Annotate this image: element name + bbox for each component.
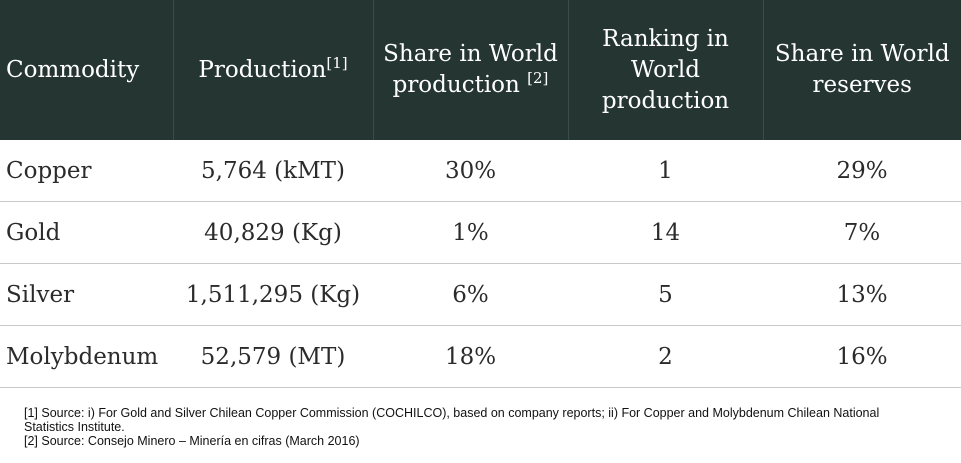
table-cell: 13% (763, 263, 961, 326)
table-cell: 16% (763, 325, 961, 388)
header-cell: Share in World production [2] (373, 0, 569, 140)
header-text: Ranking in World production (601, 25, 730, 114)
header-cell: Commodity (0, 0, 174, 140)
table-cell: Gold (0, 201, 173, 264)
table-cell: 30% (373, 140, 568, 202)
header-text: Production (198, 56, 327, 83)
header-text: Commodity (6, 56, 140, 83)
table-cell: Silver (0, 263, 173, 326)
table-row: Molybdenum 52,579 (MT) 18% 2 16% (0, 325, 961, 388)
table-cell: Copper (0, 140, 173, 202)
table-cell: 1,511,295 (Kg) (173, 263, 373, 326)
footnote: [1] Source: i) For Gold and Silver Chile… (24, 406, 880, 434)
table-cell: 1% (373, 201, 568, 264)
header-note: [1] (326, 53, 348, 72)
table-cell: 1 (568, 140, 763, 202)
table-cell: 5,764 (kMT) (173, 140, 373, 202)
table-row: Copper 5,764 (kMT) 30% 1 29% (0, 140, 961, 202)
footnotes: [1] Source: i) For Gold and Silver Chile… (24, 406, 924, 448)
commodity-table: Commodity Production[1] Share in World pro… (0, 0, 961, 388)
footnote: [2] Source: Consejo Minero – Minería en … (24, 434, 360, 448)
table-row: Silver 1,511,295 (Kg) 6% 5 13% (0, 263, 961, 326)
table-cell: 29% (763, 140, 961, 202)
table-cell: 14 (568, 201, 763, 264)
header-text: Share in World production (383, 41, 558, 98)
table-cell: 40,829 (Kg) (173, 201, 373, 264)
table-cell: 5 (568, 263, 763, 326)
header-cell: Share in World reserves (763, 0, 961, 140)
header-text: Share in World reserves (774, 41, 950, 98)
table-cell: Molybdenum (0, 325, 173, 388)
table-cell: 7% (763, 201, 961, 264)
table-cell: 2 (568, 325, 763, 388)
header-row: Commodity Production[1] Share in World pro… (0, 0, 961, 140)
table-row: Gold 40,829 (Kg) 1% 14 7% (0, 201, 961, 264)
table-body: Copper 5,764 (kMT) 30% 1 29% Gold 40,829 (Kg) 1… (0, 140, 961, 388)
header-cell: Ranking in World production (568, 0, 764, 140)
table-cell: 52,579 (MT) (173, 325, 373, 388)
header-cell: Production[1] (173, 0, 374, 140)
table-cell: 6% (373, 263, 568, 326)
header-note: [2] (527, 69, 549, 87)
table-cell: 18% (373, 325, 568, 388)
